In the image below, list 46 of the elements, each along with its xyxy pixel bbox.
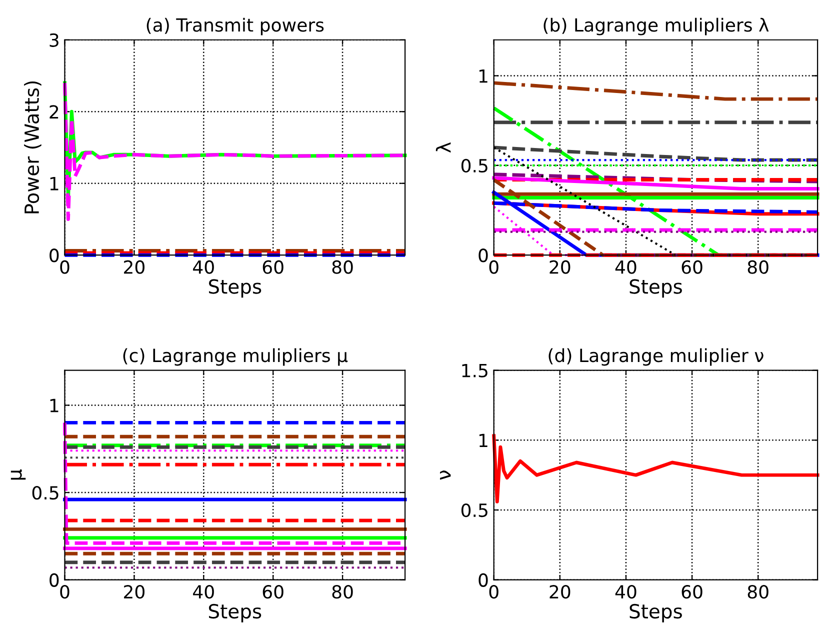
x-tick-label: 20 [550, 585, 570, 599]
y-axis-title: Power (Watts) [24, 81, 42, 214]
y-tick-label: 0 [478, 248, 488, 262]
x-axis-title: Steps [630, 279, 682, 298]
x-axis-title: Steps [630, 604, 682, 622]
y-tick-label: 0.5 [461, 503, 488, 518]
x-tick-label: 80 [332, 260, 353, 274]
y-tick-label: 1 [50, 177, 58, 190]
x-tick-label: 80 [748, 585, 768, 599]
y-axis-title: λ [436, 142, 451, 153]
y-tick-label: 0.5 [32, 486, 58, 500]
y-tick-label: 1 [479, 69, 488, 83]
chart-title: (b) Lagrange mulipliers λ [544, 18, 769, 36]
x-axis-title: Steps [208, 604, 262, 622]
chart-title: (c) Lagrange mulipliers μ [123, 348, 348, 366]
x-axis-title: Steps [208, 279, 262, 298]
y-tick-label: 1 [50, 398, 58, 412]
x-tick-label: 40 [615, 260, 636, 274]
y-tick-label: 2 [50, 105, 58, 118]
y-tick-label: 0 [50, 573, 59, 587]
chart-title: (d) Lagrange muliplier ν [548, 348, 764, 366]
y-tick-label: 0.5 [461, 158, 488, 173]
x-tick-label: 0 [489, 260, 498, 274]
x-tick-label: 20 [124, 260, 144, 274]
x-tick-label: 40 [193, 260, 214, 274]
x-tick-label: 20 [550, 260, 570, 274]
x-tick-label: 40 [615, 585, 636, 599]
y-tick-label: 0 [50, 248, 59, 262]
x-tick-label: 0 [489, 585, 498, 599]
x-tick-label: 40 [193, 585, 214, 599]
x-tick-label: 60 [262, 260, 284, 274]
y-tick-label: 1 [479, 434, 488, 448]
y-tick-label: 1.5 [462, 364, 488, 378]
x-tick-label: 60 [682, 260, 702, 274]
y-tick-label: 0 [478, 573, 488, 587]
x-tick-label: 60 [262, 585, 284, 599]
y-tick-label: 3 [50, 33, 58, 47]
x-tick-label: 0 [60, 260, 70, 274]
chart-title: (a) Transmit powers [146, 18, 324, 36]
y-axis-title: ν [440, 470, 451, 480]
y-axis-title: μ [10, 469, 26, 480]
x-tick-label: 20 [124, 585, 144, 599]
x-tick-label: 80 [332, 585, 353, 599]
x-tick-label: 60 [682, 585, 702, 599]
x-tick-label: 0 [60, 585, 70, 599]
x-tick-label: 80 [748, 260, 768, 274]
